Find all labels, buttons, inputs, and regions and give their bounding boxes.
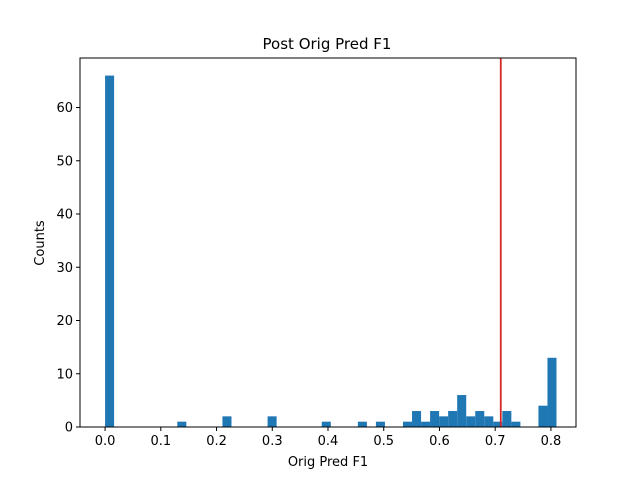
histogram-bar <box>403 421 413 427</box>
histogram-bar <box>475 411 485 427</box>
y-tick-label: 10 <box>56 367 73 382</box>
histogram-bar <box>222 416 232 427</box>
histogram-bars <box>105 75 557 428</box>
histogram-bar <box>430 411 440 427</box>
histogram-bar <box>375 421 385 427</box>
y-tick-label: 20 <box>56 314 73 329</box>
y-tick-label: 0 <box>65 421 73 436</box>
x-tick-label: 0.3 <box>262 434 283 449</box>
x-tick-label: 0.7 <box>485 434 506 449</box>
histogram-bar <box>412 411 422 427</box>
chart-title: Post Orig Pred F1 <box>263 35 392 53</box>
x-tick-label: 0.8 <box>541 434 562 449</box>
histogram-bar <box>547 357 557 427</box>
x-tick-label: 0.2 <box>206 434 227 449</box>
x-axis-ticks: 0.0 0.1 0.2 0.3 0.4 0.5 0.6 0.7 0.8 <box>95 427 562 449</box>
y-axis-label: Counts <box>33 220 48 266</box>
y-tick-label: 50 <box>56 154 73 169</box>
x-tick-label: 0.1 <box>150 434 171 449</box>
histogram-bar <box>511 421 521 427</box>
histogram-bar <box>484 416 494 427</box>
histogram-bar <box>105 75 115 428</box>
y-tick-label: 60 <box>56 101 73 116</box>
y-tick-label: 40 <box>56 208 73 223</box>
x-tick-label: 0.4 <box>318 434 339 449</box>
histogram-bar <box>493 421 503 427</box>
histogram-bar <box>421 421 431 427</box>
y-axis-ticks: 0 10 20 30 40 50 60 <box>56 101 80 436</box>
histogram-bar <box>502 411 512 427</box>
histogram-bar <box>439 416 449 427</box>
x-tick-label: 0.0 <box>95 434 116 449</box>
histogram-bar <box>177 421 187 427</box>
histogram-bar <box>267 416 277 427</box>
histogram-bar <box>321 421 331 427</box>
x-tick-label: 0.5 <box>373 434 394 449</box>
x-tick-label: 0.6 <box>429 434 450 449</box>
histogram-bar <box>457 395 467 427</box>
histogram-bar <box>357 421 367 427</box>
histogram-bar <box>466 416 476 427</box>
histogram-bar <box>448 411 458 427</box>
y-tick-label: 30 <box>56 261 73 276</box>
x-axis-label: Orig Pred F1 <box>288 455 368 470</box>
histogram-bar <box>538 405 548 427</box>
